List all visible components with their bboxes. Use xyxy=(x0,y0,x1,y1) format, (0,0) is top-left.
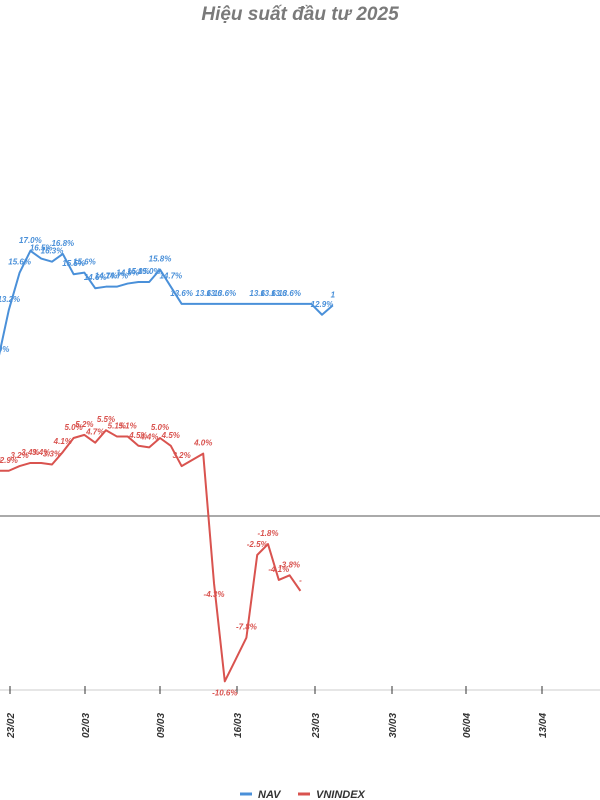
x-tick-label: 02/03 xyxy=(81,713,92,738)
data-label-vnindex: - xyxy=(299,576,302,585)
data-label-vnindex: 4.5% xyxy=(161,431,180,440)
data-label-vnindex: 3.3% xyxy=(43,450,61,459)
data-label-nav: 16.3% xyxy=(41,247,64,256)
data-label-vnindex: -4.1% xyxy=(268,565,289,574)
data-label-vnindex: 3.2% xyxy=(172,451,190,460)
data-label-vnindex: 5.1% xyxy=(108,421,126,430)
data-label-nav: 1 xyxy=(331,290,336,299)
data-label-nav: 13.6 xyxy=(271,289,287,298)
data-label-nav: 16.5% xyxy=(30,244,53,253)
data-label-nav: 15.5% xyxy=(62,259,85,268)
data-label-vnindex: -7.8% xyxy=(236,623,257,632)
data-label-vnindex: 4.1% xyxy=(53,437,72,446)
data-label-vnindex: -4.3% xyxy=(204,590,225,599)
data-label-nav: 14.7% xyxy=(159,272,182,281)
x-tick-label: 06/04 xyxy=(462,713,473,738)
data-label-vnindex: 5.1% xyxy=(118,421,136,430)
x-tick-label: 09/03 xyxy=(156,713,167,738)
x-tick-label: 16/03 xyxy=(233,713,244,738)
data-label-vnindex: -3.8% xyxy=(279,560,300,569)
data-label-vnindex: 5.5% xyxy=(97,415,115,424)
data-label-vnindex: 3.4% xyxy=(32,448,50,457)
data-label-nav: 12.9% xyxy=(311,300,334,309)
data-label-nav: 13.6% xyxy=(278,289,301,298)
x-tick-label: 23/02 xyxy=(6,713,17,739)
data-label-nav: 14.7% xyxy=(95,272,118,281)
data-label-vnindex: 2.9% xyxy=(0,456,18,465)
data-label-nav: 15.0% xyxy=(127,267,150,276)
data-label-vnindex: 4.5% xyxy=(128,431,147,440)
data-label-vnindex: -2.5% xyxy=(247,540,268,549)
chart-title: Hiệu suất đầu tư 2025 xyxy=(201,4,399,25)
data-label-vnindex: % xyxy=(0,456,2,465)
data-label-nav: 17.0% xyxy=(19,236,42,245)
data-label-nav: 15.6% xyxy=(8,258,31,267)
data-label-vnindex: 5.2% xyxy=(75,420,93,429)
data-label-nav: 15.0% xyxy=(138,267,161,276)
data-label-vnindex: 4.4% xyxy=(139,432,158,441)
data-label-nav: 10.0% xyxy=(0,345,9,354)
legend: NAV VNINDEX xyxy=(240,789,366,800)
data-label-nav: 13.6 xyxy=(260,289,276,298)
legend-nav-label: NAV xyxy=(258,789,282,800)
data-label-nav: 13.6% xyxy=(213,289,236,298)
x-tick-label: 13/04 xyxy=(538,713,549,738)
data-label-nav: 16.8% xyxy=(51,239,74,248)
data-label-nav: 14.7% xyxy=(105,272,128,281)
x-axis-ticks: 23/02 02/03 09/03 16/03 23/03 30/03 06/04 13/04 xyxy=(6,686,549,739)
data-label-nav: 15.8% xyxy=(149,255,172,264)
data-label-vnindex: 4.7% xyxy=(85,428,104,437)
data-label-nav: 13.6 xyxy=(249,289,265,298)
data-label-nav: 13.6 xyxy=(195,289,211,298)
data-label-nav: 13.6 xyxy=(206,289,222,298)
data-label-vnindex: 3.2% xyxy=(10,451,28,460)
data-label-nav: 14.9% xyxy=(116,269,139,278)
data-label-nav: 13.2% xyxy=(0,295,20,304)
data-label-vnindex: 4.0% xyxy=(193,439,212,448)
data-label-vnindex: 5.0% xyxy=(64,423,82,432)
data-label-vnindex: 5.0% xyxy=(151,423,169,432)
x-tick-label: 30/03 xyxy=(388,713,399,738)
data-label-vnindex: 3.4% xyxy=(21,448,39,457)
data-label-vnindex: -1.8% xyxy=(258,529,279,538)
data-label-vnindex: -10.6% xyxy=(212,688,237,697)
series-layer: 10.0%13.2%15.6%17.0%16.5%16.3%16.8%15.5%… xyxy=(0,236,336,697)
series-line-vnindex xyxy=(0,429,302,683)
series-line-nav xyxy=(0,249,334,356)
data-label-nav: 15.6% xyxy=(73,258,96,267)
data-label-nav: 14.6% xyxy=(84,273,107,282)
legend-vnindex-label: VNINDEX xyxy=(316,789,366,800)
x-tick-label: 23/03 xyxy=(311,713,322,739)
data-label-nav: 13.6% xyxy=(170,289,193,298)
